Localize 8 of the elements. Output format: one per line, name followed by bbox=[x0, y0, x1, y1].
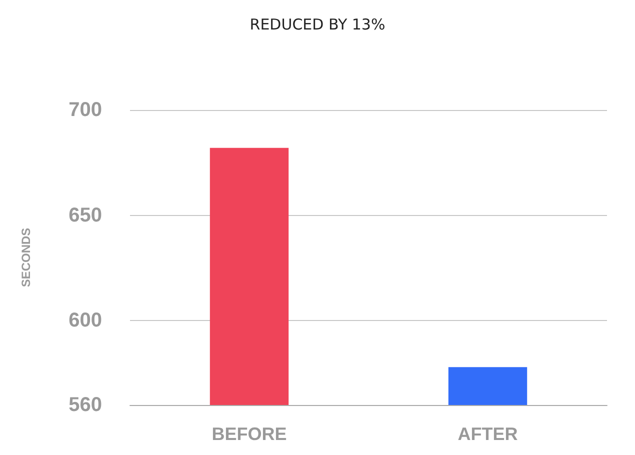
chart-subtitle: REDUCED BY 13% bbox=[250, 16, 386, 34]
y-axis-title: SECONDS bbox=[19, 228, 33, 288]
y-tick-label: 560 bbox=[68, 394, 102, 416]
y-tick-label: 600 bbox=[68, 310, 102, 332]
y-tick-label: 700 bbox=[68, 99, 102, 121]
x-tick-label: AFTER bbox=[458, 424, 518, 444]
y-tick-label: 650 bbox=[68, 204, 102, 226]
x-tick-label: BEFORE bbox=[212, 424, 287, 444]
